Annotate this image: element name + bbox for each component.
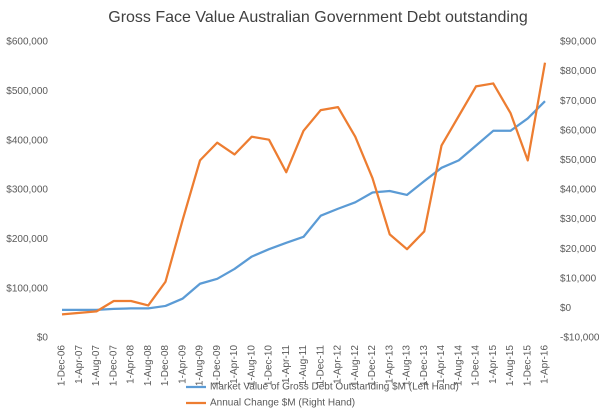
x-tick-label: 1-Apr-15 — [488, 345, 499, 384]
x-tick-label: 1-Apr-09 — [177, 345, 188, 384]
x-tick-label: 1-Apr-08 — [126, 345, 137, 384]
x-tick-label: 1-Apr-10 — [229, 345, 240, 384]
y2-tick-label: $10,000 — [560, 273, 597, 284]
x-tick-label: 1-Aug-11 — [298, 345, 309, 386]
x-tick-label: 1-Dec-14 — [471, 345, 482, 387]
x-tick-label: 1-Aug-10 — [246, 345, 257, 387]
x-tick-label: 1-Dec-10 — [264, 345, 275, 387]
x-tick-label: 1-Aug-13 — [402, 345, 413, 387]
series-line — [62, 100, 546, 312]
x-tick-label: 1-Apr-12 — [333, 345, 344, 384]
y2-tick-label: $0 — [560, 303, 572, 314]
legend-label: Market Value of Gross Debt Outstanding $… — [210, 382, 459, 393]
x-tick-label: 1-Aug-15 — [505, 345, 516, 387]
y-tick-label: $300,000 — [6, 185, 48, 196]
x-tick-label: 1-Apr-13 — [384, 345, 395, 384]
x-tick-label: 1-Apr-11 — [281, 345, 292, 384]
y2-tick-label: -$10,000 — [560, 333, 600, 344]
y2-tick-label: $60,000 — [560, 125, 597, 136]
x-tick-label: 1-Aug-09 — [195, 345, 206, 387]
y2-tick-label: $30,000 — [560, 214, 597, 225]
y-tick-label: $400,000 — [6, 135, 48, 146]
x-tick-label: 1-Apr-16 — [540, 345, 551, 384]
x-tick-label: 1-Aug-07 — [91, 345, 102, 387]
y2-tick-label: $70,000 — [560, 96, 597, 107]
y2-tick-label: $50,000 — [560, 155, 597, 166]
y2-tick-label: $40,000 — [560, 185, 597, 196]
y2-tick-label: $20,000 — [560, 244, 597, 255]
x-tick-label: 1-Dec-07 — [108, 345, 119, 387]
x-tick-label: 1-Aug-08 — [143, 345, 154, 387]
x-tick-label: 1-Dec-09 — [212, 345, 223, 387]
chart-title: Gross Face Value Australian Government D… — [108, 9, 527, 26]
x-tick-label: 1-Apr-14 — [436, 345, 447, 384]
x-tick-label: 1-Dec-08 — [160, 345, 171, 387]
x-tick-label: 1-Aug-14 — [453, 345, 464, 387]
x-tick-label: 1-Dec-15 — [522, 345, 533, 387]
y-tick-label: $600,000 — [6, 37, 48, 48]
y-tick-label: $500,000 — [6, 86, 48, 97]
y-tick-label: $200,000 — [6, 234, 48, 245]
y2-tick-label: $80,000 — [560, 66, 597, 77]
legend-label: Annual Change $M (Right Hand) — [210, 398, 355, 409]
x-tick-label: 1-Dec-13 — [419, 345, 430, 387]
y2-tick-label: $90,000 — [560, 37, 597, 48]
x-tick-label: 1-Dec-06 — [57, 345, 68, 387]
series-line — [61, 62, 547, 316]
x-tick-label: 1-Aug-12 — [350, 345, 361, 387]
y-tick-label: $100,000 — [6, 283, 48, 294]
y-tick-label: $0 — [37, 333, 49, 344]
x-tick-label: 1-Dec-11 — [315, 345, 326, 386]
x-tick-label: 1-Dec-12 — [367, 345, 378, 387]
x-tick-label: 1-Apr-07 — [74, 345, 85, 384]
